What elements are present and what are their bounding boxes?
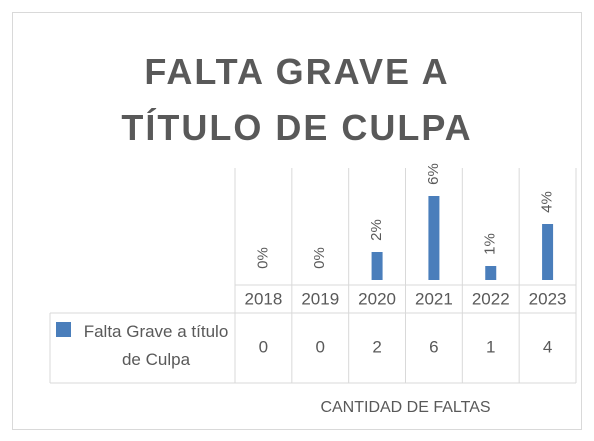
chart-border bbox=[12, 12, 582, 430]
table-value: 2 bbox=[372, 337, 381, 356]
legend-label: Falta Grave a título de Culpa bbox=[83, 322, 229, 369]
table-value: 0 bbox=[259, 337, 268, 356]
table-value: 4 bbox=[543, 337, 552, 356]
table-value: 1 bbox=[486, 337, 495, 356]
table-value: 6 bbox=[429, 337, 438, 356]
x-tick-label: 2023 bbox=[529, 289, 567, 308]
table-value: 0 bbox=[316, 337, 325, 356]
x-axis-title: CANTIDAD DE FALTAS bbox=[320, 399, 490, 416]
data-label: 0% bbox=[254, 247, 271, 269]
x-tick-label: 2021 bbox=[415, 289, 453, 308]
legend-key bbox=[56, 322, 71, 337]
x-tick-label: 2020 bbox=[358, 289, 396, 308]
data-label: 1% bbox=[482, 233, 499, 255]
chart-title: FALTA GRAVE A TÍTULO DE CULPA bbox=[121, 51, 473, 148]
data-label: 4% bbox=[539, 191, 556, 213]
bar bbox=[542, 224, 554, 280]
bar bbox=[371, 252, 383, 280]
data-label: 2% bbox=[368, 219, 385, 241]
data-label: 6% bbox=[425, 163, 442, 185]
data-label: 0% bbox=[311, 247, 328, 269]
bar bbox=[428, 196, 440, 280]
x-tick-label: 2022 bbox=[472, 289, 510, 308]
x-tick-label: 2019 bbox=[301, 289, 339, 308]
bar bbox=[485, 266, 497, 280]
x-tick-label: 2018 bbox=[245, 289, 283, 308]
